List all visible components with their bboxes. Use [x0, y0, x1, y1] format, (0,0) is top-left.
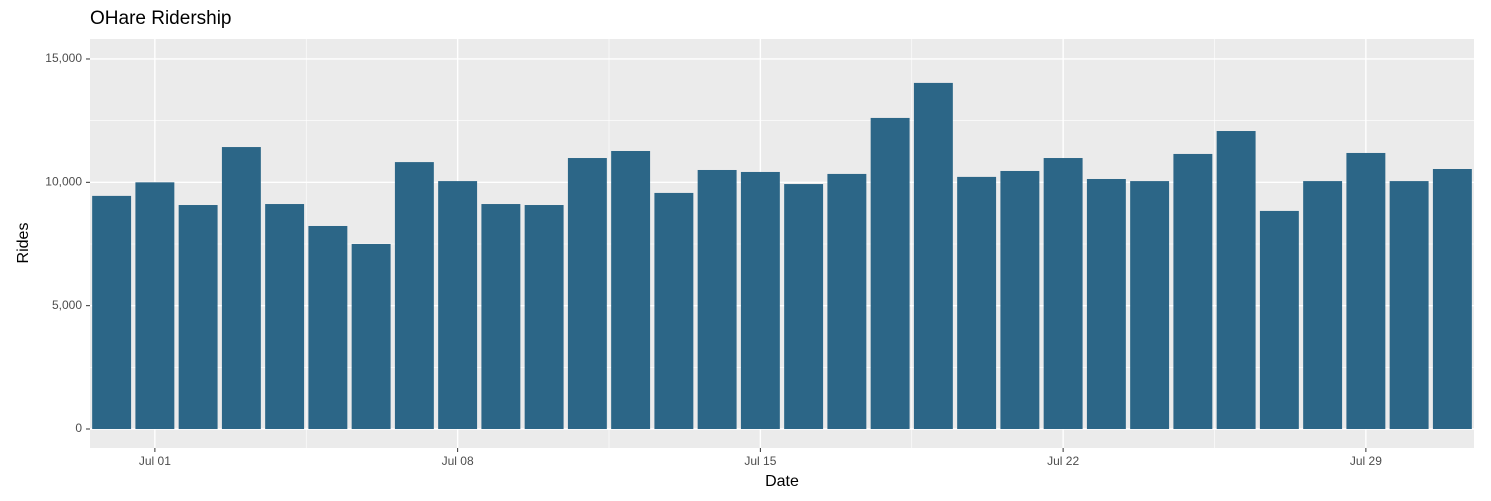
bar: [1259, 210, 1299, 430]
x-tick-label: Jul 29: [1350, 454, 1382, 468]
bar: [1389, 181, 1429, 430]
bar: [178, 205, 218, 430]
y-tick-label: 15,000: [45, 51, 82, 65]
bar: [1346, 152, 1386, 430]
bar: [92, 195, 132, 430]
bar: [913, 82, 953, 430]
y-tick-label: 10,000: [45, 174, 82, 188]
bar: [567, 158, 607, 430]
bar: [221, 147, 261, 430]
bar: [524, 205, 564, 430]
bar: [1130, 181, 1170, 430]
bar: [611, 150, 651, 430]
x-tick-label: Jul 15: [744, 454, 776, 468]
bar: [1216, 131, 1256, 430]
bar: [740, 171, 780, 430]
bar: [1173, 153, 1213, 430]
bar: [308, 225, 348, 430]
bar: [438, 181, 478, 430]
bar: [265, 204, 305, 430]
x-axis-label: Date: [765, 473, 799, 490]
y-tick-label: 5,000: [52, 298, 82, 312]
bar: [1086, 178, 1126, 430]
bar: [697, 169, 737, 430]
bar: [135, 182, 175, 430]
x-tick-label: Jul 22: [1047, 454, 1079, 468]
bar: [1043, 158, 1083, 430]
bar: [654, 192, 694, 430]
y-axis-label: Rides: [15, 223, 32, 264]
bar: [394, 162, 434, 430]
bar: [827, 173, 867, 430]
x-tick-label: Jul 08: [442, 454, 474, 468]
bar: [351, 243, 391, 430]
bar: [1303, 181, 1343, 430]
chart-title: OHare Ridership: [90, 8, 232, 29]
bar: [1432, 169, 1472, 430]
bar: [957, 176, 997, 430]
x-tick-label: Jul 01: [139, 454, 171, 468]
bar: [1000, 170, 1040, 430]
bar: [870, 117, 910, 430]
bar: [481, 204, 521, 430]
bar: [784, 184, 824, 430]
y-tick-label: 0: [75, 421, 82, 435]
